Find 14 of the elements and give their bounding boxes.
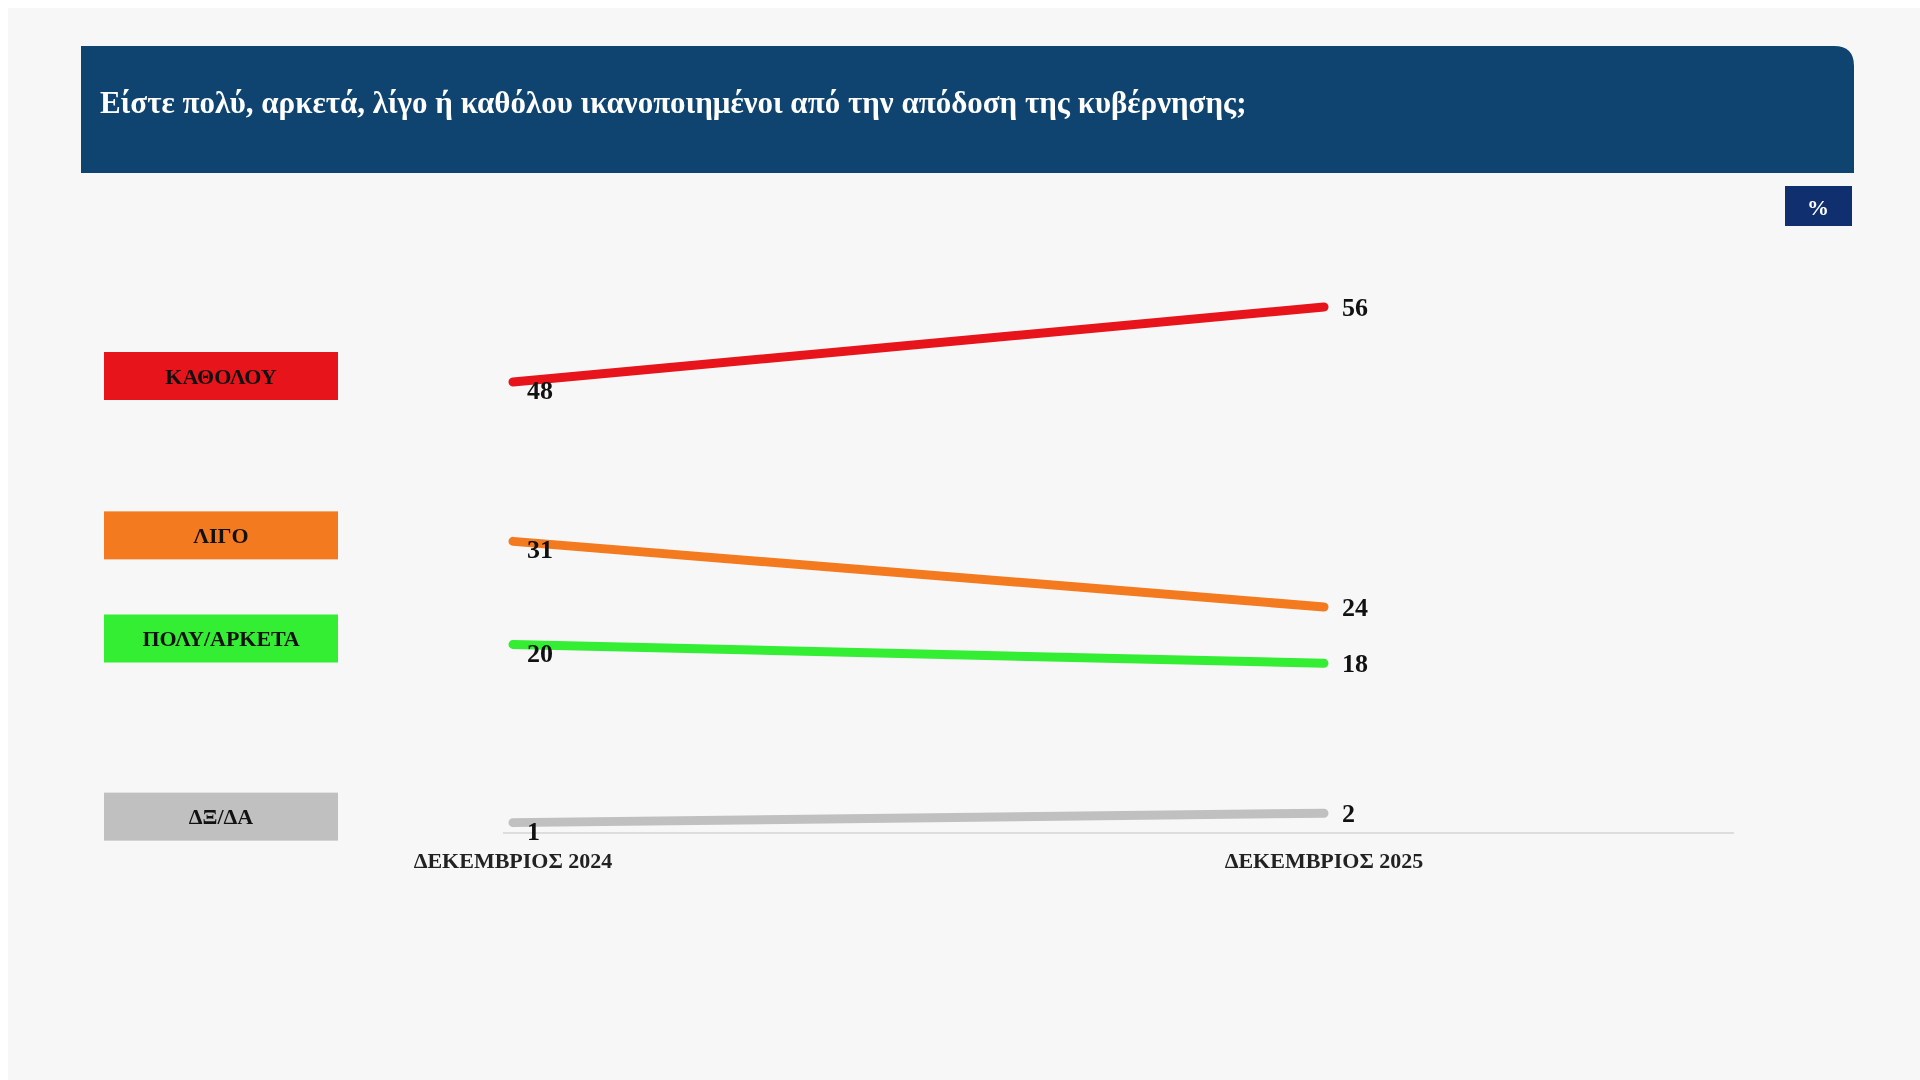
chart-title: Είστε πολύ, αρκετά, λίγο ή καθόλου ικανοποιημένοι από την απόδοση της κυβέρνησης; (100, 85, 1247, 120)
data-label: 48 (527, 376, 553, 406)
x-tick-label: ΔΕΚΕΜΒΡΙΟΣ 2025 (1224, 847, 1424, 873)
text: ΛΙΓΟ (193, 523, 249, 549)
text: ΚΑΘΟΛΟΥ (165, 363, 277, 389)
data-label: 18 (1342, 649, 1368, 679)
text: ΠΟΛΥ/ΑΡΚΕΤΑ (142, 626, 300, 652)
data-label: 2 (1342, 799, 1355, 829)
data-label: 1 (527, 816, 540, 846)
x-tick-label: ΔΕΚΕΜΒΡΙΟΣ 2024 (413, 847, 613, 873)
text: ΔΞ/ΔΑ (188, 804, 254, 830)
data-label: 24 (1342, 593, 1368, 623)
text: % (1807, 194, 1829, 220)
data-label: 56 (1342, 293, 1368, 323)
